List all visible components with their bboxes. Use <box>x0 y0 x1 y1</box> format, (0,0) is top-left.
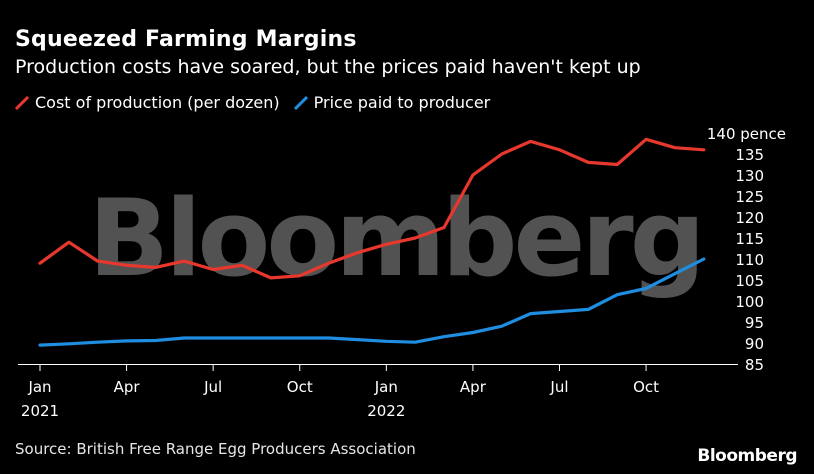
y-tick-label: 130 <box>735 167 764 185</box>
y-tick-label: 85 <box>745 356 764 374</box>
chart-subtitle: Production costs have soared, but the pr… <box>15 56 641 78</box>
legend: Cost of production (per dozen) Price pai… <box>15 93 504 112</box>
source-note: Source: British Free Range Egg Producers… <box>15 440 416 458</box>
x-tick-label: Jul <box>203 378 222 396</box>
legend-item-cost: Cost of production (per dozen) <box>15 93 280 112</box>
x-tick-label: Oct <box>633 378 659 396</box>
watermark-text: Bloomberg <box>88 177 701 300</box>
x-tick-label: Oct <box>287 378 313 396</box>
legend-label-cost: Cost of production (per dozen) <box>35 93 280 112</box>
y-tick-label: 125 <box>735 188 764 206</box>
brand-logo: Bloomberg <box>697 446 797 466</box>
x-tick-label: Jan <box>374 378 398 396</box>
y-tick-label: 140 pence <box>707 125 786 143</box>
y-tick-label: 120 <box>735 209 764 227</box>
y-tick-label: 100 <box>735 293 764 311</box>
y-tick-label: 135 <box>735 146 764 164</box>
legend-line-icon-price <box>293 95 308 110</box>
y-tick-label: 110 <box>735 251 764 269</box>
series-line-price <box>38 257 706 347</box>
legend-label-price: Price paid to producer <box>313 93 491 112</box>
y-tick-label: 115 <box>735 230 764 248</box>
x-year-label: 2021 <box>21 402 59 420</box>
series-line-cost <box>38 137 706 280</box>
chart-title: Squeezed Farming Margins <box>15 27 357 52</box>
y-tick-label: 90 <box>745 335 764 353</box>
x-tick-label: Apr <box>114 378 141 396</box>
x-tick-label: Jan <box>27 378 51 396</box>
y-tick-label: 105 <box>735 272 764 290</box>
y-tick-label: 95 <box>745 314 764 332</box>
x-tick-label: Jul <box>549 378 568 396</box>
legend-line-icon-cost <box>15 95 29 110</box>
x-tick-label: Apr <box>460 378 487 396</box>
x-year-label: 2022 <box>367 402 405 420</box>
legend-item-price: Price paid to producer <box>293 93 491 112</box>
